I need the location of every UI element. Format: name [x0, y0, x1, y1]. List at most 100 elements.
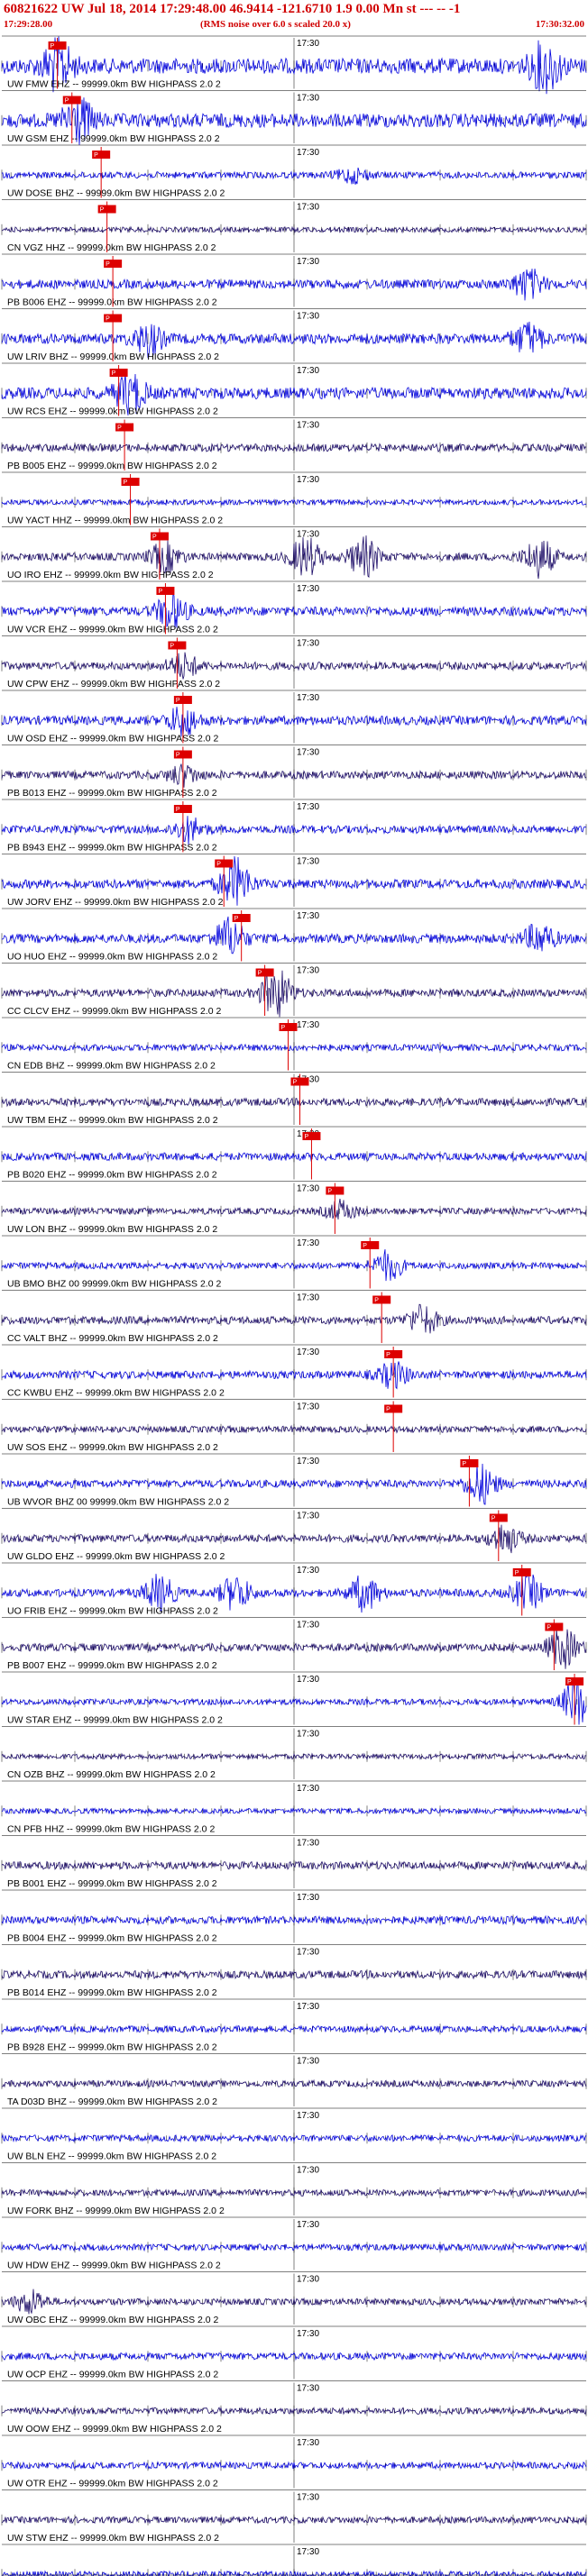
- center-tick-label: 17:30: [297, 2384, 319, 2394]
- waveform-trace: [1, 321, 587, 359]
- p-pick-flag: [565, 1677, 584, 1685]
- p-pick-flag: [97, 205, 116, 214]
- p-pick-flag: [489, 1513, 508, 1522]
- p-pick-flag: [512, 1568, 531, 1576]
- p-pick-label: P: [515, 1570, 519, 1576]
- p-pick-label: P: [258, 971, 262, 977]
- p-pick-flag: [460, 1459, 479, 1467]
- station-label: PB B943 EHZ -- 99999.0km BW HIGHPASS 2.0…: [7, 843, 217, 854]
- station-label: UW LON BHZ -- 99999.0km BW HIGHPASS 2.0 …: [7, 1224, 217, 1235]
- center-tick-label: 17:30: [297, 530, 319, 540]
- waveform-trace: [2, 2570, 587, 2576]
- center-tick-label: 17:30: [297, 802, 319, 812]
- center-tick-label: 17:30: [297, 584, 319, 594]
- center-tick-label: 17:30: [297, 2275, 319, 2285]
- center-tick-label: 17:30: [297, 2057, 319, 2067]
- start-time-label: 17:29:28.00: [4, 19, 53, 30]
- p-pick-flag: [48, 41, 67, 50]
- p-pick-flag: [104, 260, 123, 268]
- waveform-trace: [1, 916, 587, 955]
- center-tick-label: 17:30: [297, 1184, 319, 1194]
- station-label: UW DOSE BHZ -- 99999.0km BW HIGHPASS 2.0…: [7, 188, 225, 199]
- p-pick-flag: [109, 369, 128, 377]
- waveform-trace: [1, 763, 587, 788]
- center-tick-label: 17:30: [297, 257, 319, 267]
- center-tick-label: 17:30: [297, 1621, 319, 1631]
- p-pick-label: P: [51, 43, 55, 50]
- p-pick-flag: [92, 151, 111, 159]
- station-label: UW OBC EHZ -- 99999.0km BW HIGHPASS 2.0 …: [7, 2315, 219, 2325]
- waveform-trace: [1, 2352, 587, 2361]
- p-pick-label: P: [100, 207, 105, 214]
- waveform-trace: [1, 1249, 587, 1282]
- waveform-trace: [1, 2133, 587, 2143]
- waveform-trace: [1, 269, 587, 301]
- waveform-trace: [1, 2288, 587, 2315]
- p-pick-label: P: [492, 1516, 496, 1522]
- center-tick-label: 17:30: [297, 1020, 319, 1030]
- center-tick-label: 17:30: [297, 39, 319, 49]
- waveform-trace: [1, 1860, 587, 1871]
- waveform-trace: [1, 707, 587, 737]
- waveform-trace: [1, 2024, 587, 2034]
- waveform-trace: [1, 1097, 587, 1108]
- p-pick-flag: [279, 1023, 298, 1031]
- station-label: UO IRO EHZ -- 99999.0km BW HIGHPASS 2.0 …: [7, 570, 214, 580]
- center-tick-label: 17:30: [297, 1566, 319, 1576]
- p-pick-label: P: [374, 1298, 379, 1304]
- waveform-trace: [1, 1807, 587, 1815]
- station-label: UO HUO EHZ -- 99999.0km BW HIGHPASS 2.0 …: [7, 952, 217, 963]
- p-pick-label: P: [386, 1352, 390, 1358]
- waveform-trace: [1, 1969, 587, 1980]
- p-pick-flag: [545, 1622, 564, 1631]
- waveform-trace: [1, 970, 587, 1018]
- waveform-trace: [1, 36, 587, 95]
- p-pick-flag: [173, 750, 192, 759]
- waveform-trace: [1, 1572, 587, 1613]
- station-label: UW STAR EHZ -- 99999.0km BW HIGHPASS 2.0…: [7, 1715, 223, 1726]
- center-tick-label: 17:30: [297, 2329, 319, 2339]
- center-tick-label: 17:30: [297, 312, 319, 322]
- p-pick-label: P: [106, 261, 110, 268]
- center-tick-label: 17:30: [297, 1730, 319, 1740]
- center-tick-label: 17:30: [297, 1784, 319, 1794]
- waveform-trace: [1, 2188, 587, 2197]
- p-pick-flag: [104, 314, 123, 323]
- plot-header: 60821622 UW Jul 18, 2014 17:29:48.00 46.…: [0, 0, 588, 36]
- p-pick-flag: [384, 1350, 403, 1358]
- p-pick-flag: [384, 1404, 403, 1413]
- station-label: CN PFB HHZ -- 99999.0km BW HIGHPASS 2.0 …: [7, 1824, 215, 1835]
- station-label: PB B007 EHZ -- 99999.0km BW HIGHPASS 2.0…: [7, 1660, 217, 1671]
- center-tick-label: 17:30: [297, 2220, 319, 2230]
- station-label: UW BLN EHZ -- 99999.0km BW HIGHPASS 2.0 …: [7, 2151, 216, 2162]
- station-label: PB B004 EHZ -- 99999.0km BW HIGHPASS 2.0…: [7, 1933, 217, 1944]
- p-pick-flag: [121, 478, 140, 486]
- station-label: UW VCR EHZ -- 99999.0km BW HIGHPASS 2.0 …: [7, 625, 218, 635]
- waveform-trace: [1, 97, 587, 145]
- center-tick-label: 17:30: [297, 366, 319, 376]
- waveform-trace: [1, 1151, 587, 1162]
- center-tick-label: 17:30: [297, 639, 319, 649]
- p-pick-flag: [290, 1077, 309, 1086]
- station-label: UW FMW EHZ -- 99999.0km BW HIGHPASS 2.0 …: [7, 79, 221, 90]
- station-label: PB B013 EHZ -- 99999.0km BW HIGHPASS 2.0…: [7, 788, 217, 799]
- waveform-trace: [1, 1361, 587, 1390]
- waveform-trace: [1, 591, 587, 629]
- waveform-trace: [1, 1424, 587, 1434]
- station-label: PB B001 EHZ -- 99999.0km BW HIGHPASS 2.0…: [7, 1878, 217, 1889]
- station-label: UW FORK BHZ -- 99999.0km BW HIGHPASS 2.0…: [7, 2206, 225, 2216]
- station-label: UW STW EHZ -- 99999.0km BW HIGHPASS 2.0 …: [7, 2533, 219, 2544]
- p-pick-flag: [326, 1186, 345, 1195]
- station-label: CN VGZ HHZ -- 99999.0km BW HIGHPASS 2.0 …: [7, 242, 216, 253]
- waveform-trace: [1, 1303, 587, 1334]
- p-pick-label: P: [170, 644, 174, 650]
- p-pick-label: P: [292, 1080, 297, 1086]
- center-tick-label: 17:30: [297, 2493, 319, 2503]
- station-label: UW YACT HHZ -- 99999.0km BW HIGHPASS 2.0…: [7, 516, 223, 526]
- p-pick-label: P: [112, 370, 116, 377]
- center-tick-label: 17:30: [297, 911, 319, 921]
- p-pick-label: P: [124, 480, 128, 486]
- center-tick-label: 17:30: [297, 1948, 319, 1958]
- station-label: UW OSD EHZ -- 99999.0km BW HIGHPASS 2.0 …: [7, 734, 219, 744]
